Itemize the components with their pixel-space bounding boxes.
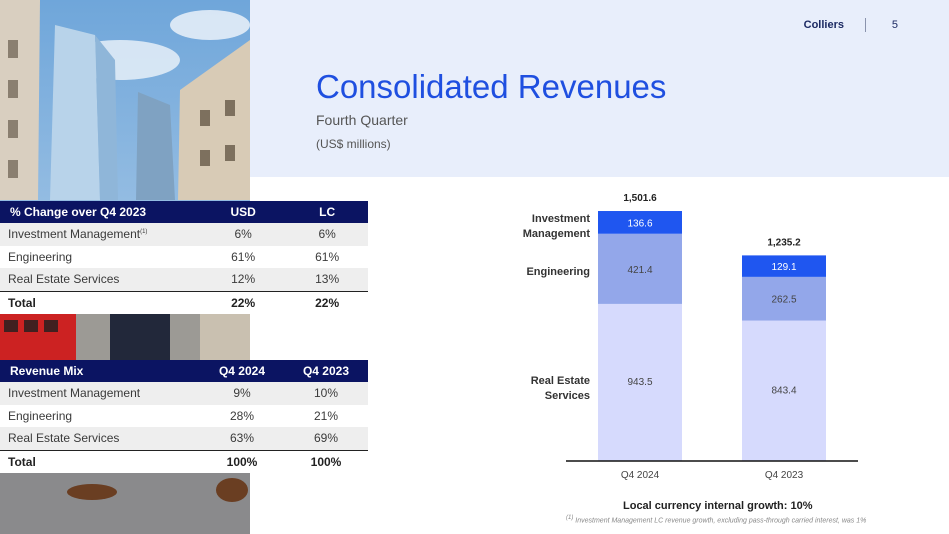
data-label: 262.5: [771, 295, 796, 306]
table-total-row: Total 22% 22%: [0, 290, 368, 314]
cell: 61%: [200, 245, 287, 268]
cell: 9%: [200, 382, 284, 405]
x-tick-label: Q4 2023: [765, 470, 804, 481]
col-header: Q4 2023: [284, 360, 368, 382]
bar-segment: [598, 211, 682, 234]
cell: 22%: [200, 290, 287, 314]
page-title: Consolidated Revenues: [316, 68, 667, 105]
bar-segment: [598, 233, 682, 304]
x-tick-label: Q4 2024: [621, 470, 660, 481]
table-header-row: Revenue Mix Q4 2024 Q4 2023: [0, 360, 368, 382]
data-label: 421.4: [627, 265, 652, 276]
row-label: Real Estate Services: [0, 268, 200, 291]
col-header: USD: [200, 201, 287, 223]
bar-segment: [742, 276, 826, 321]
cell: 10%: [284, 382, 368, 405]
row-label: Investment Management(1): [0, 223, 200, 246]
data-label: 943.5: [627, 377, 652, 388]
cell: 13%: [286, 268, 368, 291]
row-label: Investment Management: [0, 382, 200, 405]
table-row: Engineering 61% 61%: [0, 245, 368, 268]
page-number: 5: [891, 19, 898, 31]
revenue-stacked-bar-chart: 943.5 421.4 136.6 1,501.6 Q4 2024 843.4 262.5 1…: [566, 193, 858, 481]
col-header: % Change over Q4 2023: [0, 201, 200, 223]
cell: 69%: [284, 427, 368, 450]
cell: 6%: [200, 223, 287, 246]
data-label: 129.1: [771, 262, 796, 273]
series-label-investment-management: Investment Management: [522, 213, 590, 240]
table-row: Real Estate Services 63% 69%: [0, 427, 368, 450]
header-divider: [865, 18, 866, 32]
cell: 100%: [200, 449, 284, 473]
table-row: Real Estate Services 12% 13%: [0, 268, 368, 291]
row-label: Total: [0, 449, 200, 473]
row-label: Total: [0, 290, 200, 314]
cell: 100%: [284, 449, 368, 473]
cell: 12%: [200, 268, 287, 291]
series-label-engineering: Engineering: [526, 266, 590, 278]
row-label: Real Estate Services: [0, 427, 200, 450]
cell: 28%: [200, 404, 284, 427]
total-label: 1,235.2: [767, 237, 801, 248]
bar-segment: [742, 255, 826, 277]
bar-segment: [742, 320, 826, 461]
table-row: Investment Management(1) 6% 6%: [0, 223, 368, 246]
brand-name: Colliers: [803, 19, 844, 31]
growth-note: Local currency internal growth: 10%: [623, 500, 813, 512]
col-header: LC: [286, 201, 368, 223]
table-header-row: % Change over Q4 2023 USD LC: [0, 201, 368, 223]
col-header: Q4 2024: [200, 360, 284, 382]
row-label: Engineering: [0, 245, 200, 268]
header-band: [250, 0, 949, 177]
cell: 63%: [200, 427, 284, 450]
table-row: Engineering 28% 21%: [0, 404, 368, 427]
units-note: (US$ millions): [316, 137, 391, 151]
cell: 6%: [286, 223, 368, 246]
cell: 22%: [286, 290, 368, 314]
series-label-real-estate-services: Real Estate Services: [530, 375, 590, 402]
bar-segment: [598, 303, 682, 461]
cell: 61%: [286, 245, 368, 268]
footnote-marker: (1): [140, 229, 148, 236]
total-label: 1,501.6: [623, 193, 657, 204]
cell: 21%: [284, 404, 368, 427]
col-header: Revenue Mix: [0, 360, 200, 382]
page-subtitle: Fourth Quarter: [316, 112, 408, 128]
change-table: % Change over Q4 2023 USD LC Investment …: [0, 201, 368, 314]
data-label: 843.4: [771, 385, 796, 396]
revenue-mix-table: Revenue Mix Q4 2024 Q4 2023 Investment M…: [0, 360, 368, 473]
table-total-row: Total 100% 100%: [0, 449, 368, 473]
footnote: (1) Investment Management LC revenue gro…: [566, 515, 867, 525]
data-label: 136.6: [627, 218, 652, 229]
row-label: Engineering: [0, 404, 200, 427]
table-row: Investment Management 9% 10%: [0, 382, 368, 405]
